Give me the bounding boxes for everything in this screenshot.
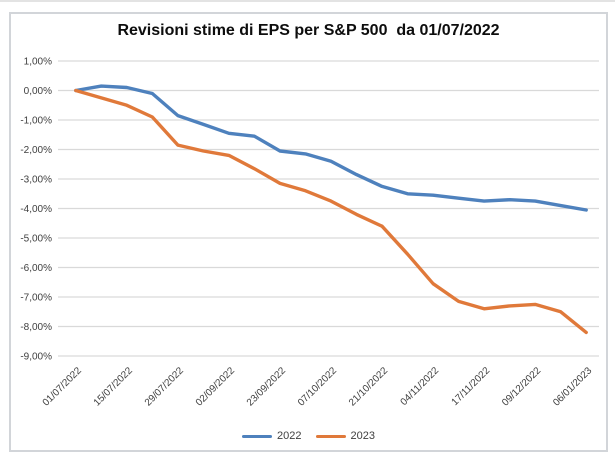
y-axis-tick-label: -1,00% <box>20 116 52 127</box>
chart-title: Revisioni stime di EPS per S&P 500 da 01… <box>117 22 500 39</box>
y-axis-tick-label: -8,00% <box>20 322 52 333</box>
y-axis-tick-label: -5,00% <box>20 234 52 245</box>
x-axis-tick-label: 06/01/2023 <box>551 365 594 408</box>
y-axis-tick-label: 0,00% <box>24 86 52 97</box>
chart-frame: Revisioni stime di EPS per S&P 500 da 01… <box>9 12 608 452</box>
legend-item-2023: 2023 <box>315 430 375 442</box>
series-line-2022 <box>74 84 588 212</box>
y-axis-tick-label: 1,00% <box>24 57 52 68</box>
x-axis-tick-label: 29/07/2022 <box>143 365 186 408</box>
x-axis-tick-label: 21/10/2022 <box>347 365 390 408</box>
x-axis-tick-label: 01/07/2022 <box>41 365 84 408</box>
line-chart-plot: 1,00% 0,00% -1,00% -2,00% -3,00% -4,00% -5,00%… <box>20 57 599 409</box>
y-axis-tick-label: -4,00% <box>20 204 52 215</box>
legend-label-2022: 2022 <box>277 430 302 442</box>
legend-swatch-2023 <box>315 434 346 438</box>
y-axis-tick-label: -2,00% <box>20 145 52 156</box>
y-axis-tick-label: -9,00% <box>20 352 52 363</box>
y-axis-tick-label: -6,00% <box>20 263 52 274</box>
x-axis-tick-label: 04/11/2022 <box>399 365 442 408</box>
y-axis-tick-label: -3,00% <box>20 175 52 186</box>
x-axis-tick-label: 17/11/2022 <box>450 365 493 408</box>
series-line-2023 <box>74 88 588 335</box>
x-axis-tick-label: 15/07/2022 <box>92 365 135 408</box>
y-axis-tick-label: -7,00% <box>20 293 52 304</box>
legend-item-2022: 2022 <box>242 430 302 442</box>
legend-swatch-2022 <box>242 434 273 438</box>
chart-legend: 2022 2023 <box>11 430 606 442</box>
x-axis-tick-label: 07/10/2022 <box>296 365 339 408</box>
x-axis-tick-label: 02/09/2022 <box>194 365 237 408</box>
x-axis-tick-label: 09/12/2022 <box>500 365 543 408</box>
x-axis-tick-label: 23/09/2022 <box>245 365 288 408</box>
legend-label-2023: 2023 <box>350 430 375 442</box>
